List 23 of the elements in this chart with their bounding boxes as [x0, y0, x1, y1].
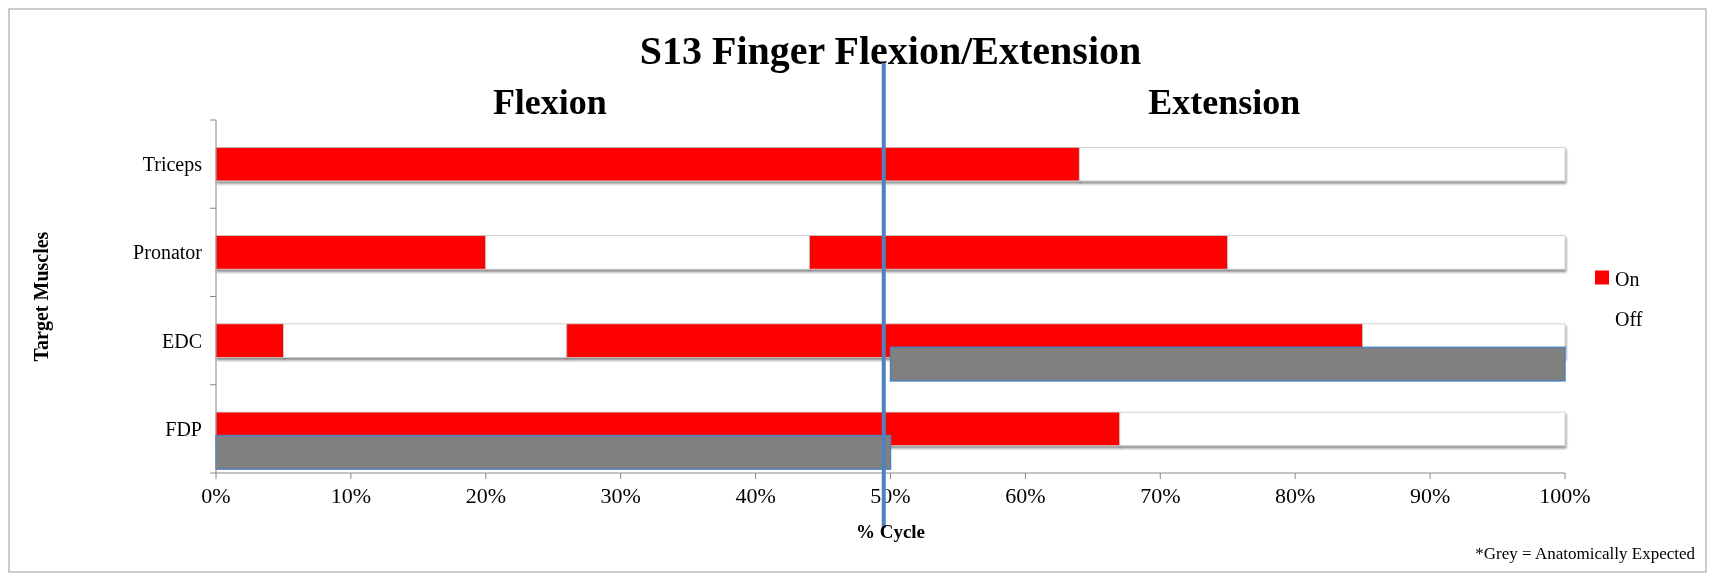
y-tick-label: Pronator — [133, 241, 203, 264]
x-tick-label: 40% — [735, 483, 776, 508]
x-axis-title: % Cycle — [855, 521, 926, 542]
x-tick-label: 100% — [1539, 483, 1591, 508]
x-tick-label: 60% — [1005, 483, 1046, 508]
x-tick-label: 80% — [1275, 483, 1316, 508]
x-tick-label: 10% — [330, 483, 372, 508]
y-tick-label: Triceps — [142, 153, 203, 177]
y-axis-title: Target Muscles — [30, 231, 53, 362]
y-tick-label: EDC — [162, 329, 202, 352]
annotation: Extension — [1148, 82, 1301, 122]
chart-title: S13 Finger Flexion/Extension — [639, 28, 1142, 73]
text: *Grey = Anatomically Expected — [1475, 544, 1696, 563]
legend-label: On — [1615, 267, 1640, 290]
x-tick-label: 0% — [201, 483, 231, 508]
x-tick-label: 30% — [600, 483, 641, 508]
bar — [889, 346, 1566, 382]
x-tick-label: 20% — [465, 483, 506, 508]
annotation: Flexion — [492, 82, 607, 122]
text: Off — [1615, 307, 1643, 330]
x-tick-label: 90% — [1409, 483, 1451, 508]
y-tick-label: FDP — [165, 417, 202, 440]
x-tick-label: 70% — [1140, 483, 1181, 508]
